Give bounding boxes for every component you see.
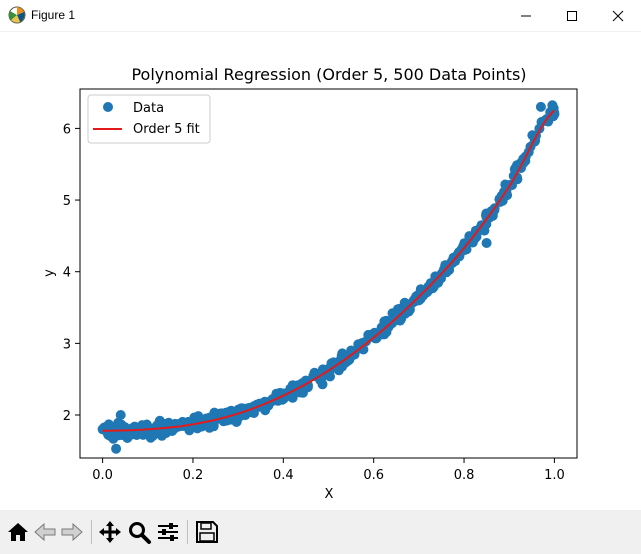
scatter-point bbox=[98, 424, 108, 434]
back-button[interactable] bbox=[32, 519, 58, 545]
legend-marker-data bbox=[103, 102, 113, 112]
scatter-point bbox=[536, 102, 546, 112]
figure-canvas[interactable]: Polynomial Regression (Order 5, 500 Data… bbox=[0, 32, 641, 510]
pan-button[interactable] bbox=[97, 519, 123, 545]
scatter-point bbox=[111, 444, 121, 454]
x-axis-ticks: 0.0 0.2 0.4 0.6 0.8 1.0 bbox=[92, 458, 565, 483]
x-tick-label: 0.2 bbox=[183, 468, 204, 483]
toolbar-separator bbox=[187, 520, 188, 544]
x-tick-label: 0.6 bbox=[363, 468, 384, 483]
minimize-button[interactable] bbox=[503, 0, 549, 31]
move-icon bbox=[97, 519, 123, 545]
x-tick-label: 0.0 bbox=[92, 468, 113, 483]
forward-button[interactable] bbox=[59, 519, 85, 545]
window-titlebar: Figure 1 bbox=[0, 0, 641, 32]
home-icon bbox=[5, 519, 31, 545]
y-tick-label: 3 bbox=[63, 337, 71, 352]
axes-frame bbox=[80, 89, 577, 458]
configure-subplots-button[interactable] bbox=[155, 519, 181, 545]
close-button[interactable] bbox=[595, 0, 641, 31]
scatter-point bbox=[482, 238, 492, 248]
scatter-point bbox=[132, 423, 142, 433]
toolbar-separator bbox=[91, 520, 92, 544]
zoom-button[interactable] bbox=[126, 519, 152, 545]
plot-svg: Polynomial Regression (Order 5, 500 Data… bbox=[0, 32, 641, 510]
arrow-left-icon bbox=[32, 519, 58, 545]
legend-label-data: Data bbox=[133, 101, 164, 116]
maximize-icon bbox=[566, 10, 578, 22]
matplotlib-figure-icon bbox=[8, 6, 26, 24]
legend: Data Order 5 fit bbox=[88, 95, 210, 143]
fit-line bbox=[103, 111, 555, 431]
legend-label-fit: Order 5 fit bbox=[133, 122, 200, 137]
arrow-right-icon bbox=[59, 519, 85, 545]
floppy-disk-icon bbox=[194, 519, 220, 545]
window-title: Figure 1 bbox=[31, 8, 75, 22]
maximize-button[interactable] bbox=[549, 0, 595, 31]
y-axis-ticks: 2 3 4 5 6 bbox=[63, 122, 80, 424]
y-tick-label: 6 bbox=[63, 122, 71, 137]
minimize-icon bbox=[520, 10, 532, 22]
x-axis-label: X bbox=[325, 487, 334, 502]
scatter-point bbox=[116, 410, 126, 420]
close-icon bbox=[612, 10, 624, 22]
scatter-point bbox=[173, 420, 183, 430]
y-tick-label: 4 bbox=[63, 266, 71, 281]
y-tick-label: 2 bbox=[63, 409, 71, 424]
magnifier-icon bbox=[126, 519, 152, 545]
x-tick-label: 0.4 bbox=[273, 468, 294, 483]
save-button[interactable] bbox=[194, 519, 220, 545]
navigation-toolbar bbox=[0, 510, 641, 554]
scatter-points bbox=[98, 100, 560, 453]
x-tick-label: 0.8 bbox=[454, 468, 475, 483]
sliders-icon bbox=[155, 519, 181, 545]
y-tick-label: 5 bbox=[63, 194, 71, 209]
x-tick-label: 1.0 bbox=[544, 468, 565, 483]
home-button[interactable] bbox=[5, 519, 31, 545]
y-axis-label: y bbox=[42, 269, 57, 277]
chart-title: Polynomial Regression (Order 5, 500 Data… bbox=[131, 65, 526, 84]
